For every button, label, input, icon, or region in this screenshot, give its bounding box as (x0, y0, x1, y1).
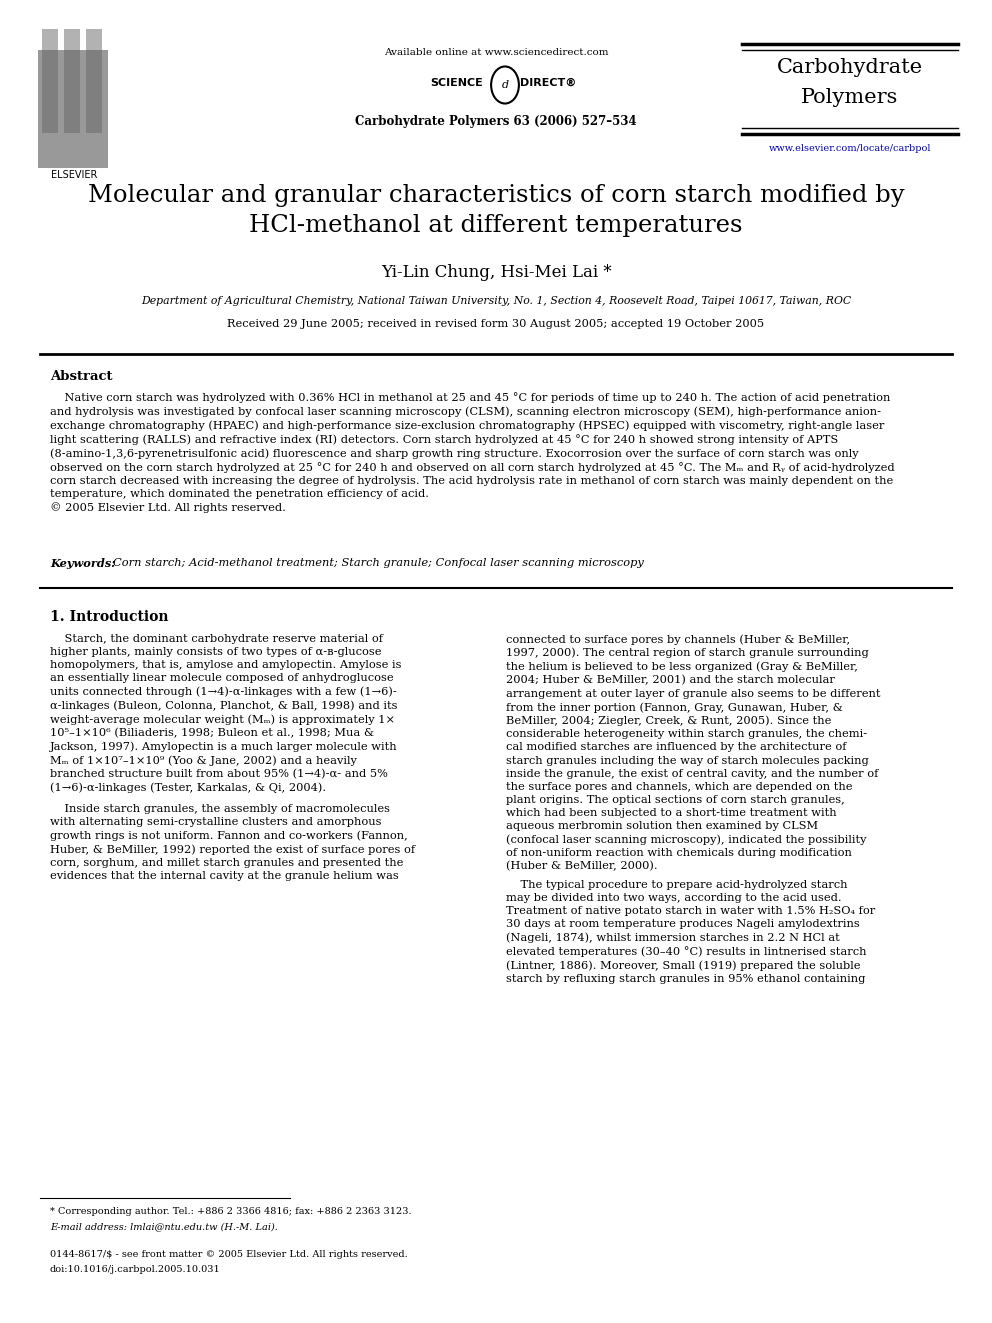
Bar (86, 56, 102, 81)
Bar (64, 107, 80, 134)
Text: www.elsevier.com/locate/carbpol: www.elsevier.com/locate/carbpol (769, 144, 931, 153)
Text: Carbohydrate Polymers 63 (2006) 527–534: Carbohydrate Polymers 63 (2006) 527–534 (355, 115, 637, 128)
Text: doi:10.1016/j.carbpol.2005.10.031: doi:10.1016/j.carbpol.2005.10.031 (50, 1265, 221, 1274)
Text: DIRECT®: DIRECT® (520, 78, 576, 89)
Text: Starch, the dominant carbohydrate reserve material of
higher plants, mainly cons: Starch, the dominant carbohydrate reserv… (50, 634, 402, 792)
Bar (42, 107, 58, 134)
Bar (42, 29, 58, 56)
Bar (64, 81, 80, 107)
Text: Carbohydrate: Carbohydrate (777, 58, 924, 77)
Text: Keywords:: Keywords: (50, 558, 115, 569)
Text: E-mail address: lmlai@ntu.edu.tw (H.-M. Lai).: E-mail address: lmlai@ntu.edu.tw (H.-M. … (50, 1222, 278, 1230)
Bar (64, 56, 80, 81)
Text: * Corresponding author. Tel.: +886 2 3366 4816; fax: +886 2 2363 3123.: * Corresponding author. Tel.: +886 2 336… (50, 1207, 412, 1216)
Text: Available online at www.sciencedirect.com: Available online at www.sciencedirect.co… (384, 48, 608, 57)
Text: connected to surface pores by channels (Huber & BeMiller,
1997, 2000). The centr: connected to surface pores by channels (… (506, 634, 881, 871)
Bar (42, 56, 58, 81)
Text: ELSEVIER: ELSEVIER (51, 169, 97, 180)
Text: Department of Agricultural Chemistry, National Taiwan University, No. 1, Section: Department of Agricultural Chemistry, Na… (141, 296, 851, 306)
Text: The typical procedure to prepare acid-hydrolyzed starch
may be divided into two : The typical procedure to prepare acid-hy… (506, 880, 875, 984)
Text: Inside starch granules, the assembly of macromolecules
with alternating semi-cry: Inside starch granules, the assembly of … (50, 804, 415, 881)
Text: Native corn starch was hydrolyzed with 0.36% HCl in methanol at 25 and 45 °C for: Native corn starch was hydrolyzed with 0… (50, 392, 895, 513)
Text: Yi-Lin Chung, Hsi-Mei Lai *: Yi-Lin Chung, Hsi-Mei Lai * (381, 265, 611, 280)
Bar (64, 29, 80, 56)
Bar (42, 81, 58, 107)
Text: Polymers: Polymers (802, 89, 899, 107)
Text: 0144-8617/$ - see front matter © 2005 Elsevier Ltd. All rights reserved.: 0144-8617/$ - see front matter © 2005 El… (50, 1250, 408, 1259)
Bar (86, 81, 102, 107)
Bar (86, 107, 102, 134)
Text: SCIENCE: SCIENCE (430, 78, 483, 89)
Text: 1. Introduction: 1. Introduction (50, 610, 169, 624)
Text: Molecular and granular characteristics of corn starch modified by
HCl-methanol a: Molecular and granular characteristics o… (87, 184, 905, 237)
Text: Corn starch; Acid-methanol treatment; Starch granule; Confocal laser scanning mi: Corn starch; Acid-methanol treatment; St… (113, 558, 644, 568)
Text: Abstract: Abstract (50, 370, 112, 382)
Bar (86, 29, 102, 56)
Text: Received 29 June 2005; received in revised form 30 August 2005; accepted 19 Octo: Received 29 June 2005; received in revis… (227, 319, 765, 329)
Bar (38, 50, 108, 168)
Circle shape (491, 66, 519, 103)
Text: d: d (501, 79, 509, 90)
